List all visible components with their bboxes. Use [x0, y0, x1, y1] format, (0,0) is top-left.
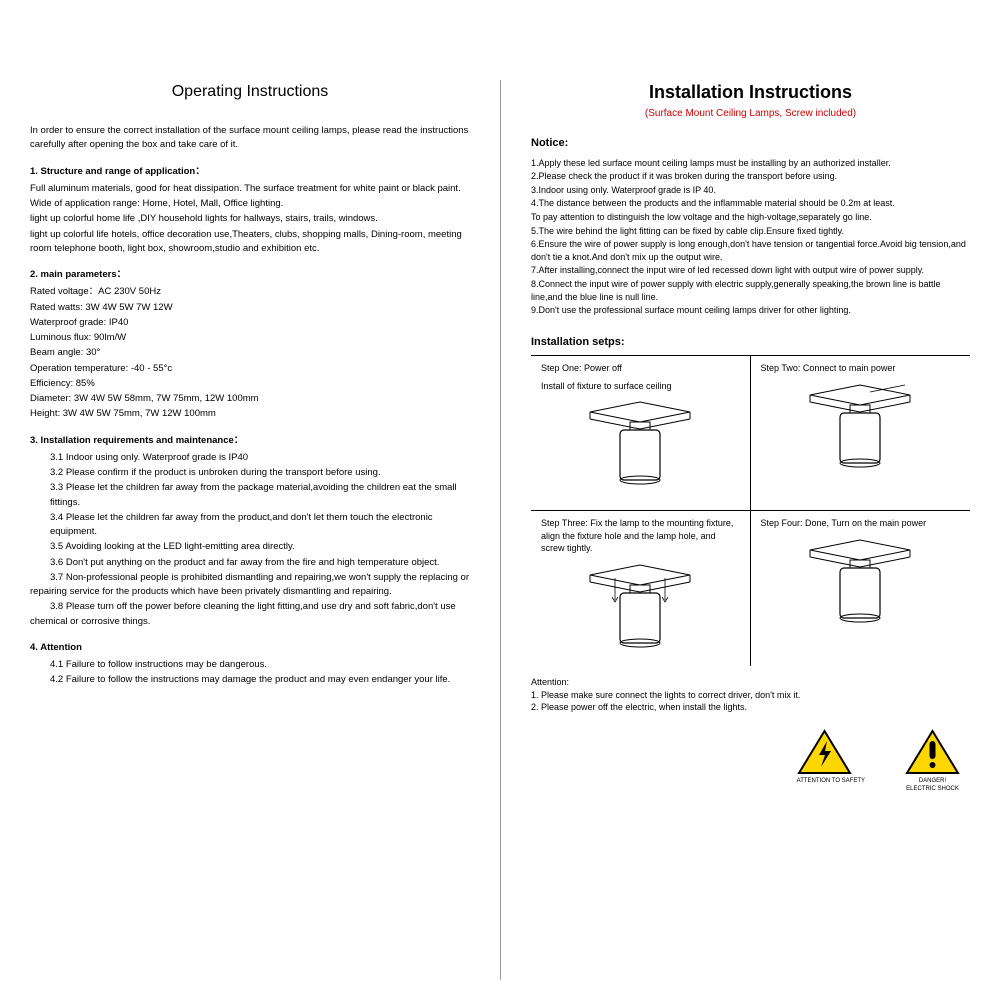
s3-line: 3.7 Non-professional people is prohibite…	[30, 571, 470, 600]
s1-line: light up colorful life hotels, office de…	[30, 228, 470, 257]
attention-line: 2. Please power off the electric, when i…	[531, 701, 970, 714]
s2-line: Rated watts: 3W 4W 5W 7W 12W	[30, 301, 470, 315]
intro-text: In order to ensure the correct installat…	[30, 124, 470, 153]
steps-grid: Step One: Power off Install of fixture t…	[531, 355, 970, 666]
section4-head: 4. Attention	[30, 641, 470, 655]
warning-shock-icon: DANGER! ELECTRIC SHOCK	[905, 729, 960, 794]
notice-line: 9.Don't use the professional surface mou…	[531, 304, 970, 317]
lamp-diagram-icon	[800, 535, 920, 630]
s4-line: 4.2 Failure to follow the instructions m…	[30, 673, 470, 687]
s2-line: Waterproof grade: IP40	[30, 316, 470, 330]
lamp-diagram-icon	[580, 397, 700, 492]
section2-head: 2. main parameters：	[30, 268, 470, 282]
lamp-diagram-icon	[800, 380, 920, 475]
s2-line: Beam angle: 30°	[30, 346, 470, 360]
notice-line: 6.Ensure the wire of power supply is lon…	[531, 238, 970, 263]
section3-head: 3. Installation requirements and mainten…	[30, 434, 470, 448]
s3-line: 3.1 Indoor using only. Waterproof grade …	[30, 451, 470, 465]
operating-title: Operating Instructions	[30, 80, 470, 104]
notice-line: 7.After installing,connect the input wir…	[531, 264, 970, 277]
s1-line: light up colorful home life ,DIY househo…	[30, 212, 470, 226]
install-title: Installation Instructions	[531, 80, 970, 105]
s3-line: 3.2 Please confirm if the product is unb…	[30, 466, 470, 480]
s3-line: 3.8 Please turn off the power before cle…	[30, 600, 470, 629]
steps-head: Installation setps:	[531, 335, 970, 350]
step1-label1: Step One: Power off	[541, 362, 740, 375]
notice-head: Notice:	[531, 136, 970, 151]
step4-label: Step Four: Done, Turn on the main power	[761, 517, 961, 530]
step3-label: Step Three: Fix the lamp to the mounting…	[541, 517, 740, 555]
right-page: Installation Instructions (Surface Mount…	[500, 80, 980, 980]
warning-label: ATTENTION TO SAFETY	[797, 777, 865, 785]
attention-line: 1. Please make sure connect the lights t…	[531, 689, 970, 702]
s3-line: 3.6 Don't put anything on the product an…	[30, 556, 470, 570]
warning-label: ELECTRIC SHOCK	[905, 785, 960, 793]
notice-line: 3.Indoor using only. Waterproof grade is…	[531, 184, 970, 197]
s2-line: Height: 3W 4W 5W 75mm, 7W 12W 100mm	[30, 407, 470, 421]
warning-icons: ATTENTION TO SAFETY DANGER! ELECTRIC SHO…	[531, 729, 970, 794]
notice-line: To pay attention to distinguish the low …	[531, 211, 970, 224]
step2-label: Step Two: Connect to main power	[761, 362, 961, 375]
s3-line: 3.3 Please let the children far away fro…	[30, 481, 470, 510]
attention-section: Attention: 1. Please make sure connect t…	[531, 676, 970, 714]
section1-head: 1. Structure and range of application：	[30, 165, 470, 179]
step2-cell: Step Two: Connect to main power	[751, 356, 971, 511]
notice-line: 4.The distance between the products and …	[531, 197, 970, 210]
attention-head: Attention:	[531, 676, 970, 689]
s1-line: Wide of application range: Home, Hotel, …	[30, 197, 470, 211]
s2-line: Efficiency: 85%	[30, 377, 470, 391]
s3-line: 3.4 Please let the children far away fro…	[30, 511, 470, 540]
s2-line: Rated voltage：AC 230V 50Hz	[30, 285, 470, 299]
notice-line: 1.Apply these led surface mount ceiling …	[531, 157, 970, 170]
step1-label2: Install of fixture to surface ceiling	[541, 380, 740, 393]
s2-line: Luminous flux: 90lm/W	[30, 331, 470, 345]
step3-cell: Step Three: Fix the lamp to the mounting…	[531, 511, 751, 666]
lamp-diagram-icon	[580, 560, 700, 655]
step4-cell: Step Four: Done, Turn on the main power	[751, 511, 971, 666]
notice-line: 5.The wire behind the light fitting can …	[531, 225, 970, 238]
notice-line: 8.Connect the input wire of power supply…	[531, 278, 970, 303]
notice-line: 2.Please check the product if it was bro…	[531, 170, 970, 183]
install-subtitle: (Surface Mount Ceiling Lamps, Screw incl…	[531, 107, 970, 121]
left-page: Operating Instructions In order to ensur…	[20, 80, 500, 980]
warning-safety-icon: ATTENTION TO SAFETY	[797, 729, 865, 794]
s3-line: 3.5 Avoiding looking at the LED light-em…	[30, 540, 470, 554]
step1-cell: Step One: Power off Install of fixture t…	[531, 356, 751, 511]
warning-label: DANGER!	[905, 777, 960, 785]
s1-line: Full aluminum materials, good for heat d…	[30, 182, 470, 196]
s2-line: Diameter: 3W 4W 5W 58mm, 7W 75mm, 12W 10…	[30, 392, 470, 406]
s2-line: Operation temperature: -40 - 55°c	[30, 362, 470, 376]
s4-line: 4.1 Failure to follow instructions may b…	[30, 658, 470, 672]
